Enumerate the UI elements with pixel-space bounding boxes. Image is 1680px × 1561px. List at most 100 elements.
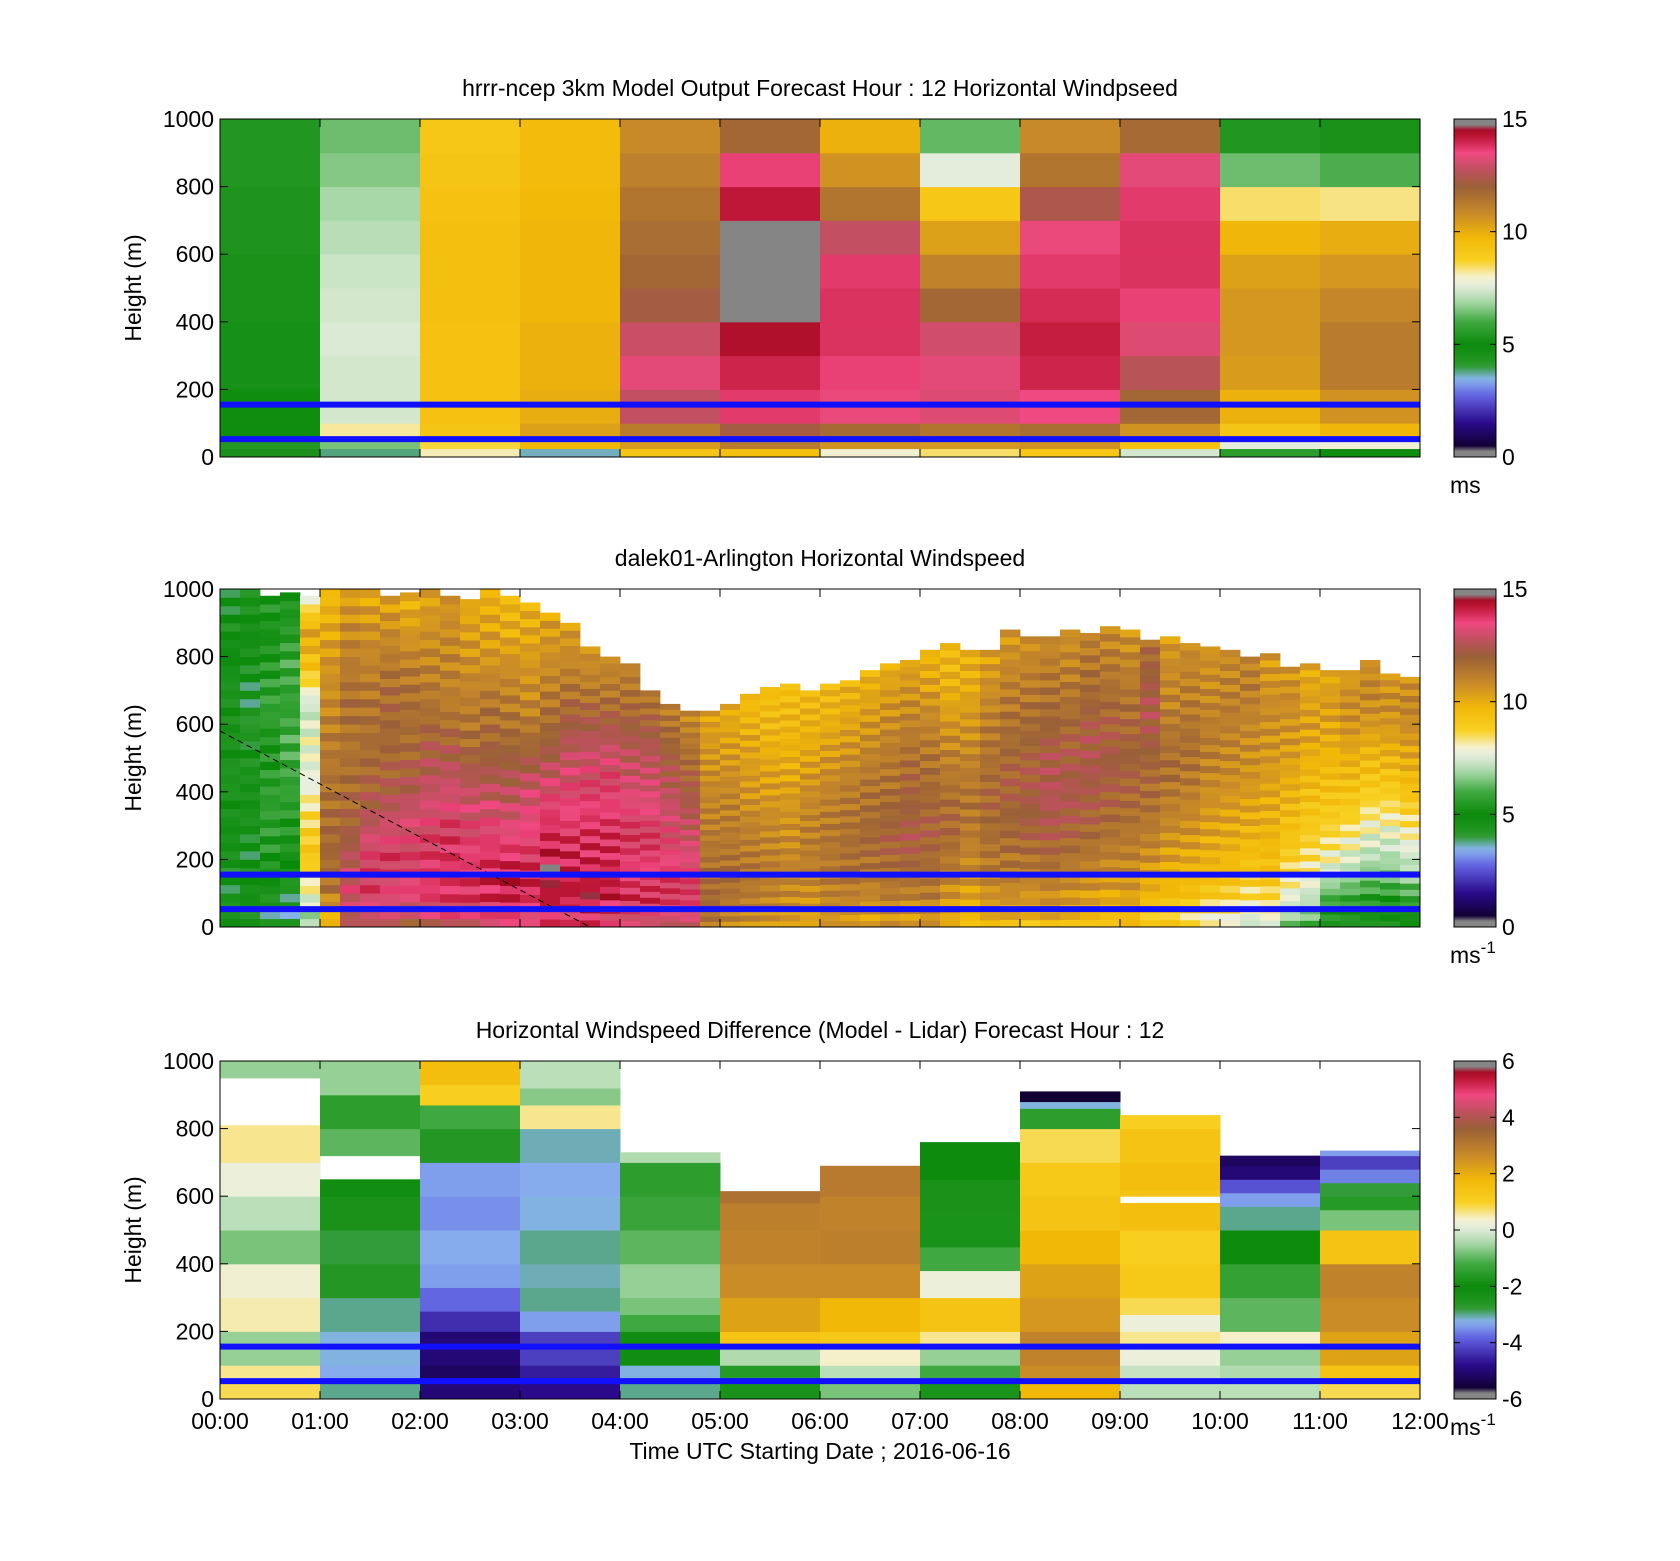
- x-tick-label: 02:00: [391, 1408, 449, 1434]
- heatmap-cell: [1120, 733, 1141, 742]
- heatmap-cell: [680, 813, 701, 820]
- heatmap-cell: [1400, 695, 1421, 703]
- heatmap-cell: [1200, 751, 1221, 760]
- heatmap-cell: [280, 860, 301, 869]
- heatmap-cell: [620, 709, 641, 717]
- heatmap-cell: [1200, 835, 1221, 844]
- heatmap-cell: [1400, 795, 1421, 803]
- heatmap-cell: [260, 736, 281, 746]
- heatmap-cell: [840, 803, 861, 811]
- heatmap-cell: [580, 737, 601, 746]
- heatmap-cell: [1380, 749, 1401, 757]
- heatmap-cell: [1340, 702, 1361, 710]
- heatmap-cell: [1320, 1209, 1421, 1231]
- heatmap-cell: [520, 651, 541, 660]
- heatmap-cell: [840, 840, 861, 848]
- heatmap-cell: [980, 753, 1001, 762]
- heatmap-cell: [1340, 894, 1361, 902]
- heatmap-cell: [1360, 920, 1381, 928]
- heatmap-cell: [1220, 440, 1321, 450]
- heatmap-cell: [780, 762, 801, 770]
- heatmap-cell: [640, 767, 661, 774]
- heatmap-cell: [680, 716, 701, 722]
- heatmap-cell: [1240, 866, 1261, 874]
- heatmap-cell: [680, 721, 701, 728]
- heatmap-cell: [840, 785, 861, 792]
- heatmap-cell: [280, 742, 301, 752]
- heatmap-cell: [440, 777, 461, 787]
- heatmap-cell: [540, 651, 561, 661]
- heatmap-cell: [420, 774, 441, 784]
- heatmap-cell: [540, 785, 561, 794]
- colorbar: [1453, 588, 1497, 928]
- heatmap-cell: [880, 683, 901, 691]
- heatmap-cell: [1120, 186, 1221, 221]
- heatmap-cell: [600, 670, 621, 678]
- heatmap-cell: [1180, 912, 1201, 921]
- heatmap-cell: [520, 659, 541, 668]
- heatmap-cell: [860, 804, 881, 812]
- heatmap-cell: [1140, 768, 1161, 777]
- heatmap-cell: [420, 698, 441, 708]
- heatmap-cell: [1220, 663, 1241, 672]
- heatmap-cell: [1320, 355, 1421, 390]
- heatmap-cell: [220, 817, 241, 826]
- heatmap-cell: [1400, 739, 1421, 747]
- heatmap-cell: [540, 644, 561, 653]
- heatmap-cell: [440, 753, 461, 762]
- heatmap-cell: [1200, 667, 1221, 675]
- heatmap-cell: [1060, 674, 1081, 683]
- heatmap-cell: [220, 800, 241, 810]
- heatmap-cell: [820, 1263, 921, 1299]
- heatmap-cell: [500, 703, 521, 713]
- heatmap-cell: [1140, 747, 1161, 756]
- heatmap-cell: [520, 448, 621, 458]
- heatmap-cell: [560, 820, 581, 829]
- heatmap-cell: [1200, 800, 1221, 809]
- heatmap-cell: [580, 898, 601, 907]
- heatmap-cell: [400, 793, 421, 802]
- heatmap-cell: [700, 894, 721, 901]
- heatmap-cell: [300, 637, 321, 646]
- heatmap-cell: [800, 867, 821, 875]
- heatmap-cell: [1300, 762, 1321, 770]
- heatmap-cell: [380, 794, 401, 804]
- heatmap-cell: [220, 254, 321, 289]
- heatmap-cell: [1320, 747, 1341, 754]
- heatmap-cell: [740, 775, 761, 782]
- heatmap-cell: [960, 719, 981, 727]
- heatmap-cell: [600, 832, 621, 840]
- heatmap-cell: [720, 921, 741, 928]
- heatmap-cell: [1140, 883, 1161, 892]
- heatmap-cell: [700, 764, 721, 771]
- heatmap-cell: [1340, 837, 1361, 844]
- heatmap-cell: [840, 828, 861, 835]
- heatmap-cell: [600, 886, 621, 894]
- heatmap-cell: [700, 851, 721, 858]
- heatmap-cell: [260, 678, 281, 688]
- heatmap-cell: [900, 700, 921, 708]
- heatmap-cell: [980, 781, 1001, 789]
- y-tick-label: 400: [176, 1251, 214, 1277]
- heatmap-cell: [240, 698, 261, 708]
- heatmap-cell: [1320, 220, 1421, 255]
- heatmap-cell: [740, 892, 761, 899]
- heatmap-cell: [880, 920, 901, 928]
- heatmap-cell: [620, 1263, 721, 1299]
- heatmap-cell: [1120, 778, 1141, 787]
- heatmap-cell: [920, 795, 941, 803]
- heatmap-cell: [280, 709, 301, 719]
- heatmap-cell: [820, 793, 841, 800]
- heatmap-cell: [1380, 768, 1401, 776]
- heatmap-cell: [700, 791, 721, 798]
- heatmap-cell: [1000, 718, 1021, 727]
- heatmap-cell: [300, 753, 321, 762]
- heatmap-cell: [1220, 836, 1241, 845]
- heatmap-cell: [280, 617, 301, 627]
- heatmap-cell: [880, 702, 901, 710]
- heatmap-cell: [940, 856, 961, 864]
- heatmap-cell: [860, 779, 881, 787]
- colorbar: [1453, 118, 1497, 458]
- heatmap-cell: [1140, 876, 1161, 885]
- heatmap-cell: [1200, 758, 1221, 767]
